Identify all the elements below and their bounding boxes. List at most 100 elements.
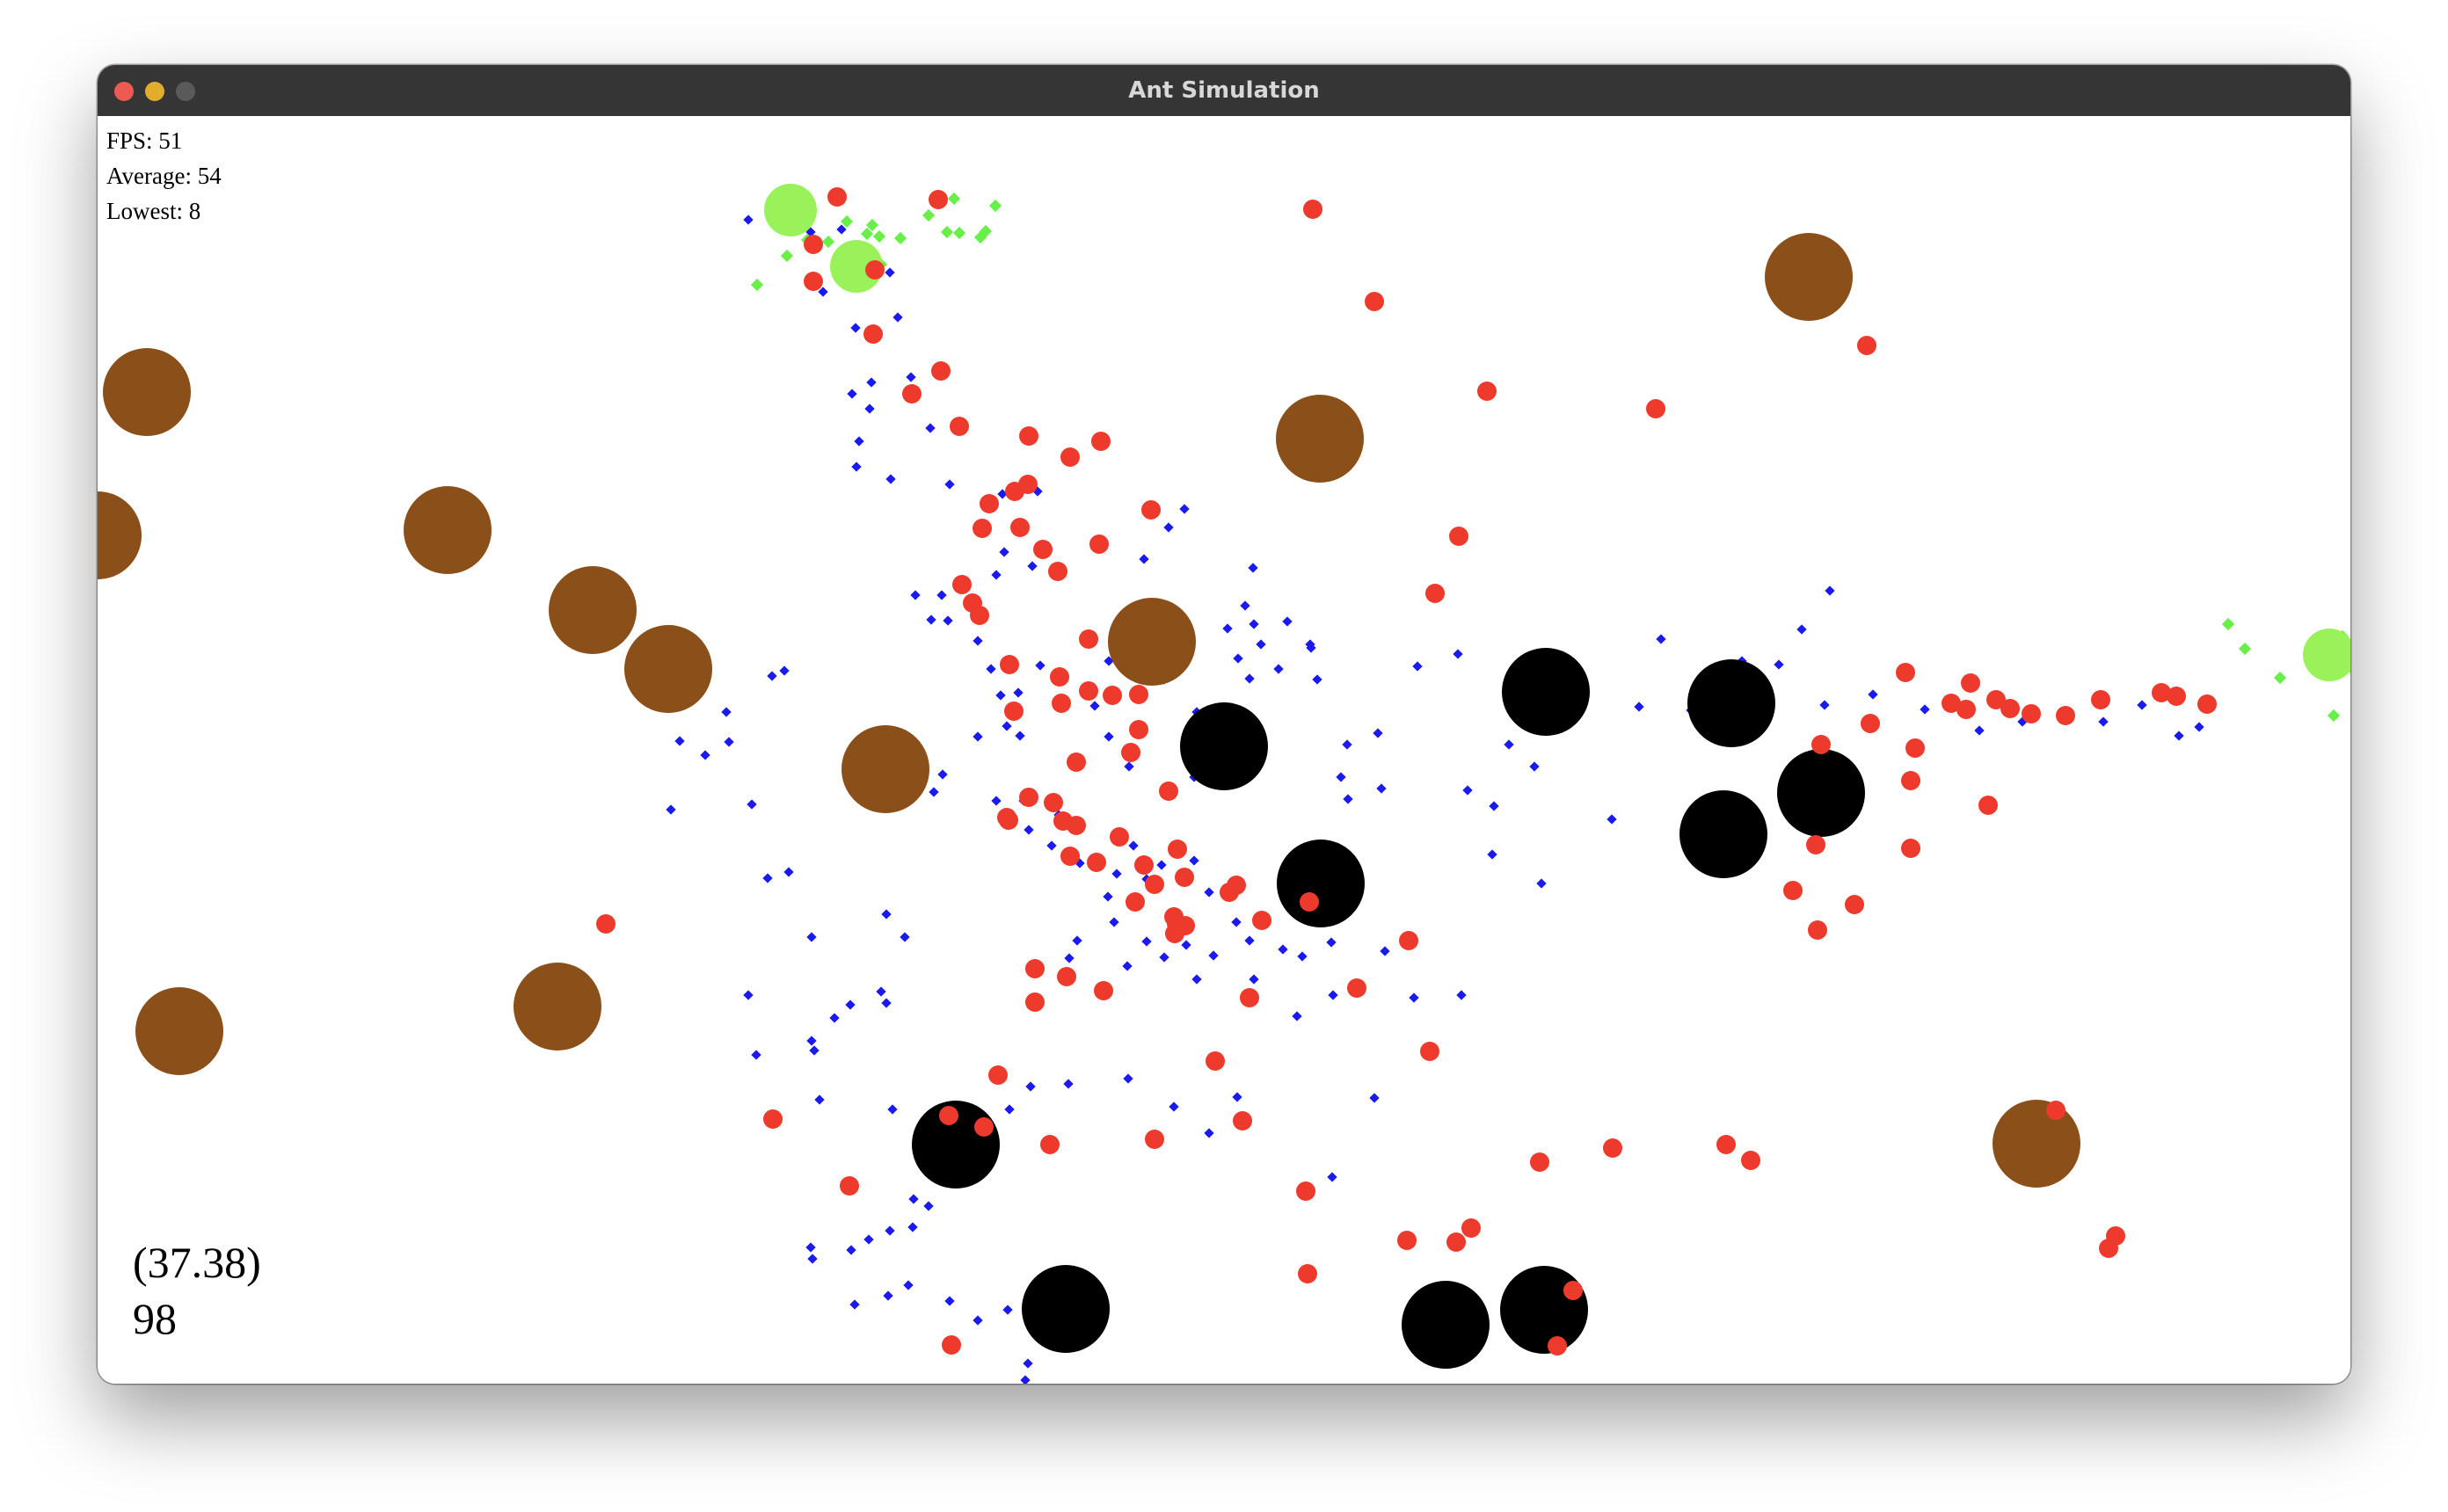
home-pheromone [995,690,1006,701]
ant [1420,1042,1439,1061]
ant [1110,827,1129,847]
ant [1094,981,1113,1000]
food-pheromone [973,230,987,244]
food-pheromone [893,231,907,245]
home-pheromone [991,570,1002,580]
home-pheromone [847,389,857,399]
ant [1477,382,1497,401]
home-pheromone [1249,974,1259,985]
home-pheromone [762,873,773,883]
home-pheromone [885,474,896,484]
food-source [624,625,712,713]
ant [1783,881,1803,900]
home-pheromone [866,377,877,388]
food-source [1993,1100,2080,1188]
home-pheromone [805,1242,816,1253]
home-pheromone [1169,1101,1179,1112]
ant [840,1176,859,1196]
simulation-canvas-area[interactable]: FPS: 51 Average: 54 Lowest: 8 (37.38) 98 [98,116,2350,1384]
ant [1060,847,1080,866]
home-pheromone [751,1050,761,1060]
ant [1961,673,1980,693]
average-fps-readout: Average: 54 [106,163,222,189]
food-pheromone [940,225,954,239]
home-pheromone [1035,660,1046,671]
ant [1175,868,1194,887]
home-pheromone [1292,1011,1302,1021]
home-pheromone [1456,990,1467,1000]
home-pheromone [1072,935,1082,946]
lowest-fps-readout: Lowest: 8 [106,198,201,224]
home-pheromone [1819,700,1830,710]
home-pheromone [1342,739,1352,750]
title-bar[interactable]: Ant Simulation [98,65,2350,117]
ant [1121,743,1140,762]
food-pheromone [922,208,936,222]
ant [1461,1218,1481,1238]
food-source [514,963,601,1050]
home-pheromone [809,1045,820,1056]
home-pheromone [937,769,948,780]
home-pheromone [883,1290,893,1301]
obstacle [1500,1266,1588,1354]
obstacle [1777,749,1865,837]
home-pheromone [907,1222,918,1232]
home-pheromone [876,986,886,997]
home-pheromone [1179,504,1190,514]
home-pheromone [944,1296,955,1306]
home-pheromone [1369,1093,1380,1103]
food-source [98,491,142,579]
ant [931,361,951,381]
ant [950,417,969,436]
minimize-button[interactable] [145,82,164,101]
home-pheromone [1796,624,1807,635]
ant [865,260,885,280]
food-pheromone [840,214,854,229]
home-pheromone [1141,936,1152,947]
food-pheromone [872,229,886,244]
maximize-button[interactable] [176,82,195,101]
food-pheromone [2238,642,2252,656]
ant [1087,853,1106,872]
close-button[interactable] [114,82,134,101]
home-pheromone [851,462,862,472]
home-pheromone [1327,1172,1337,1182]
home-pheromone [923,1201,934,1211]
home-pheromone [1256,639,1266,650]
home-pheromone [973,731,983,742]
food-pheromone [860,227,874,241]
home-pheromone [1282,616,1293,627]
ant [1240,988,1259,1007]
home-pheromone [929,787,939,797]
home-pheromone [1774,659,1784,670]
home-pheromone [1163,522,1174,533]
ant [1901,839,1920,858]
home-pheromone [767,671,777,681]
home-pheromone [818,287,828,297]
home-pheromone [1825,585,1835,596]
ant [1176,916,1195,935]
ant [1449,527,1468,546]
obstacle [1022,1265,1110,1353]
simulation-canvas[interactable] [98,116,2350,1384]
home-pheromone [1326,937,1337,948]
ant [1845,895,1864,914]
home-pheromone [1920,704,1930,715]
home-pheromone [1278,944,1288,955]
home-pheromone [1063,1079,1074,1089]
home-pheromone [1453,649,1463,659]
ant [1134,855,1154,875]
home-pheromone [1024,825,1034,835]
ant [2000,699,2020,718]
ant [1145,875,1164,894]
obstacle [1679,790,1767,878]
home-pheromone [1089,701,1100,711]
ant [2091,690,2110,709]
home-pheromone [1536,878,1547,889]
home-pheromone [1123,1073,1133,1084]
ant [1956,700,1976,719]
home-pheromone [973,1315,983,1326]
home-pheromone [936,590,947,600]
home-pheromone [1004,1104,1015,1115]
home-pheromone [1336,772,1346,782]
